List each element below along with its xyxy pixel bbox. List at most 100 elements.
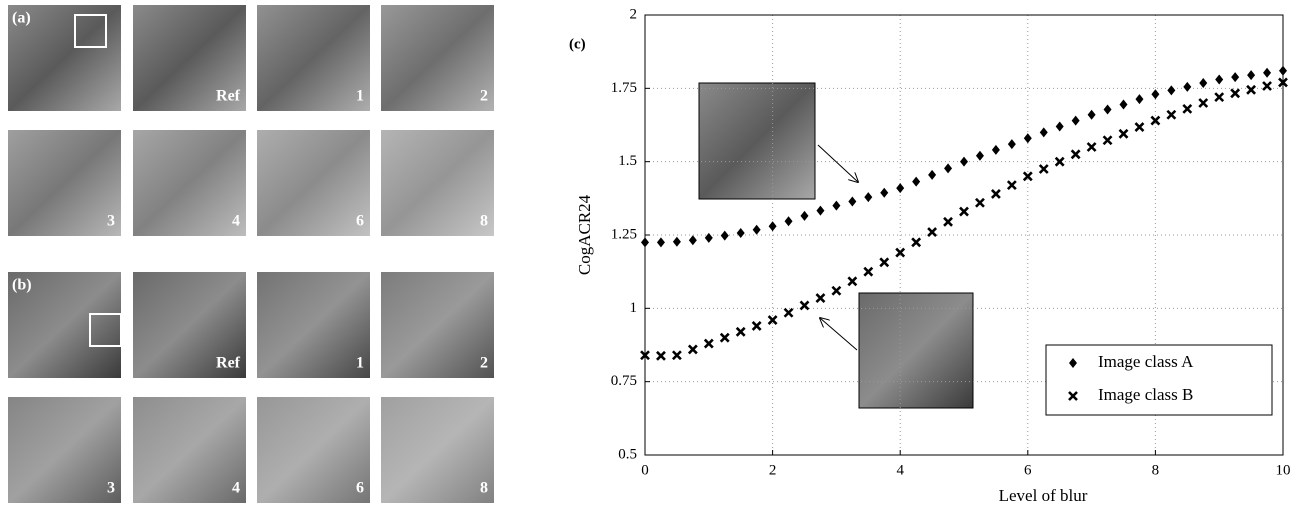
blurred-crop (257, 130, 370, 236)
y-tick-label: 1.25 (611, 226, 637, 242)
blurred-crop (257, 5, 370, 111)
point (1198, 98, 1209, 108)
blurred-crop (381, 397, 494, 503)
point (864, 192, 873, 203)
point (896, 183, 905, 194)
point (1230, 88, 1241, 99)
point (1183, 81, 1192, 92)
x-tick-label: 2 (769, 462, 777, 478)
point (1007, 139, 1016, 150)
x-tick-label: 0 (641, 462, 649, 478)
point (960, 156, 968, 167)
blurred-crop (257, 397, 370, 503)
point (767, 315, 778, 325)
point (1166, 109, 1177, 120)
point (784, 216, 793, 227)
point (1134, 122, 1145, 132)
panel-label: (b) (12, 277, 32, 294)
crop-box (74, 14, 107, 48)
y-axis-label: CogACR24 (575, 194, 594, 275)
point (735, 326, 746, 337)
blurred-crop (8, 130, 121, 236)
point (832, 200, 841, 211)
blurred-crop (133, 272, 246, 378)
tile-label: 1 (356, 88, 364, 105)
point (991, 144, 1000, 155)
point (687, 344, 698, 355)
blurred-crop (133, 5, 246, 111)
point (895, 247, 906, 258)
point (1087, 109, 1096, 120)
tile-label: 8 (480, 213, 488, 230)
y-tick-label: 1 (630, 300, 638, 316)
y-tick-label: 0.5 (618, 446, 637, 462)
point (1038, 164, 1049, 174)
point (751, 321, 762, 331)
x-tick-label: 8 (1152, 462, 1160, 478)
inset-image-a (698, 82, 816, 200)
point (1102, 135, 1113, 146)
point (736, 227, 745, 238)
tile-label: Ref (216, 355, 241, 372)
tile-label: 1 (356, 355, 364, 372)
point (911, 237, 922, 248)
point (879, 257, 890, 268)
x-tick-label: 10 (1276, 462, 1291, 478)
legend-label: Image class B (1098, 385, 1193, 404)
blurred-crop (133, 130, 246, 236)
point (1135, 94, 1144, 105)
blurred-crop (257, 272, 370, 378)
point (815, 293, 826, 303)
point (1054, 156, 1065, 167)
point (1215, 74, 1224, 85)
point (1262, 81, 1272, 91)
blurred-crop (381, 130, 494, 236)
tile-label: 4 (232, 213, 240, 230)
source-image (8, 5, 121, 111)
point (959, 206, 969, 217)
point (672, 236, 681, 247)
x-tick-label: 6 (1024, 462, 1032, 478)
tile-label: 3 (107, 480, 115, 497)
legend-marker (1068, 391, 1078, 401)
y-tick-label: 2 (630, 6, 638, 22)
x-tick-label: 4 (896, 462, 904, 478)
tile-label: 8 (480, 480, 488, 497)
point (800, 210, 809, 221)
plot-frame (644, 14, 1284, 456)
panel-label: (c) (569, 36, 586, 52)
point (944, 163, 953, 174)
point (1055, 121, 1064, 132)
point (720, 230, 729, 241)
point (1071, 115, 1080, 126)
panel-label: (a) (12, 10, 31, 27)
point (1214, 92, 1225, 103)
point (1199, 78, 1208, 89)
point (783, 307, 794, 318)
y-tick-label: 1.75 (611, 80, 637, 96)
point (704, 232, 713, 243)
point (1070, 149, 1081, 160)
point (1118, 128, 1129, 139)
point (1263, 67, 1272, 78)
point (752, 224, 761, 235)
point (656, 350, 666, 361)
point (1151, 89, 1160, 100)
point (799, 300, 810, 311)
point (703, 338, 714, 349)
point (1182, 103, 1193, 114)
point (688, 235, 697, 246)
point (1247, 70, 1256, 81)
point (1086, 142, 1097, 152)
point (880, 187, 889, 198)
point (1023, 133, 1032, 144)
blurred-crop (133, 397, 246, 503)
y-tick-label: 0.75 (611, 373, 637, 389)
inset-arrow (820, 318, 858, 351)
crop-box (89, 313, 122, 347)
point (928, 169, 937, 180)
point (975, 150, 984, 161)
point (656, 237, 665, 248)
